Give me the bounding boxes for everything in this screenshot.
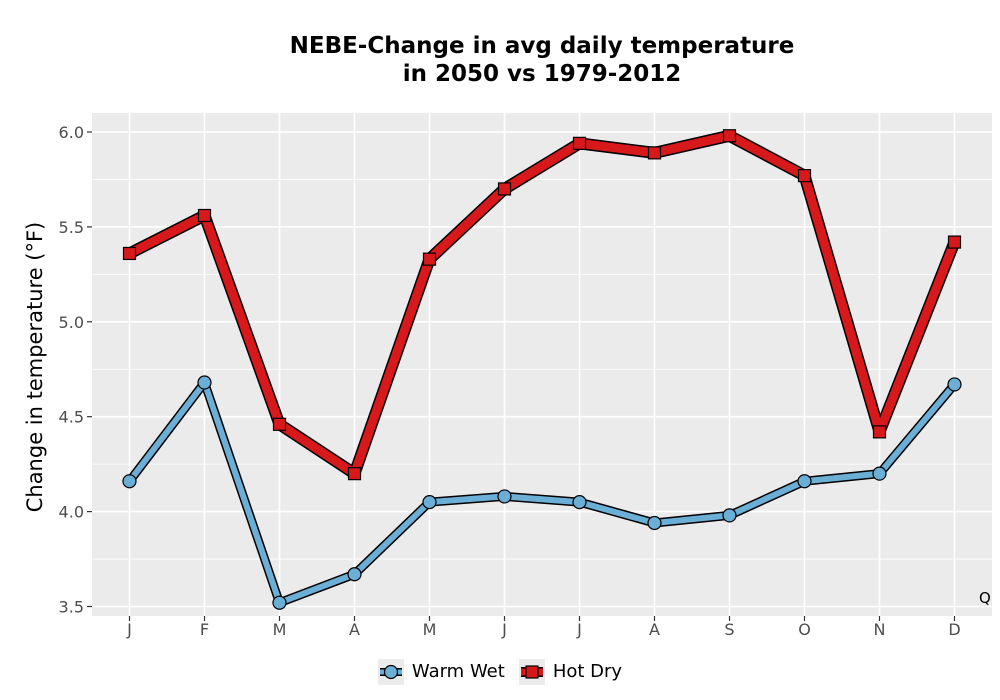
data-point-square xyxy=(947,235,962,249)
series-line xyxy=(125,131,959,479)
corner-tag: Q xyxy=(979,589,991,607)
chart-title-line-1: NEBE-Change in avg daily temperature xyxy=(289,33,795,59)
data-point-circle xyxy=(572,495,587,510)
legend-label-hot-dry: Hot Dry xyxy=(552,661,623,682)
series-line xyxy=(126,379,958,606)
legend-item-hot-dry: Hot Dry xyxy=(518,659,623,685)
data-point-square xyxy=(347,467,362,481)
data-point-circle xyxy=(797,474,812,489)
x-tick-label: F xyxy=(200,620,209,639)
data-point-square xyxy=(497,182,512,196)
data-point-square xyxy=(647,146,662,160)
x-tick-label: M xyxy=(273,620,287,639)
data-point-square xyxy=(197,208,212,223)
y-tick-label: 6.0 xyxy=(59,123,84,142)
x-tick-label: M xyxy=(423,620,437,639)
x-tick-label: O xyxy=(798,620,811,639)
legend-label-warm-wet: Warm Wet xyxy=(411,661,505,682)
y-tick-label: 3.5 xyxy=(59,598,84,617)
data-point-circle xyxy=(722,508,737,523)
data-point-circle xyxy=(647,515,662,531)
data-point-square xyxy=(722,129,737,143)
data-point-circle xyxy=(347,567,362,582)
data-point-square xyxy=(872,425,887,439)
data-point-square xyxy=(797,169,812,183)
y-tick-label: 5.5 xyxy=(59,218,84,237)
data-point-circle xyxy=(272,595,287,610)
x-tick-label: S xyxy=(724,620,734,639)
panel-background xyxy=(92,113,992,616)
x-tick-label: J xyxy=(576,620,582,639)
x-tick-label: N xyxy=(874,620,886,639)
legend-square-marker xyxy=(525,665,539,679)
x-tick-label: J xyxy=(501,620,507,639)
chart-title-line-2: in 2050 vs 1979-2012 xyxy=(402,61,682,87)
data-point-square xyxy=(122,246,137,261)
x-tick-label: A xyxy=(649,620,660,639)
data-point-circle xyxy=(122,474,137,489)
data-point-square xyxy=(422,252,437,266)
legend-key-hot-dry xyxy=(518,659,545,685)
x-tick-label: A xyxy=(349,620,360,639)
data-point-square xyxy=(272,417,287,431)
y-tick-label: 4.5 xyxy=(59,408,84,427)
data-point-circle xyxy=(497,489,512,504)
data-point-square xyxy=(572,136,587,150)
y-tick-label: 5.0 xyxy=(59,313,84,332)
y-tick-label: 4.0 xyxy=(59,503,84,522)
legend-key-warm-wet xyxy=(377,659,404,685)
x-tick-label: J xyxy=(126,620,132,639)
data-point-circle xyxy=(872,466,887,481)
legend: Warm Wet Hot Dry xyxy=(0,658,1000,686)
x-tick-label: D xyxy=(948,620,960,639)
legend-item-warm-wet: Warm Wet xyxy=(377,659,505,685)
legend-circle-marker xyxy=(383,664,399,680)
data-point-circle xyxy=(197,375,212,390)
data-point-circle xyxy=(422,495,437,510)
data-point-circle xyxy=(947,377,962,392)
